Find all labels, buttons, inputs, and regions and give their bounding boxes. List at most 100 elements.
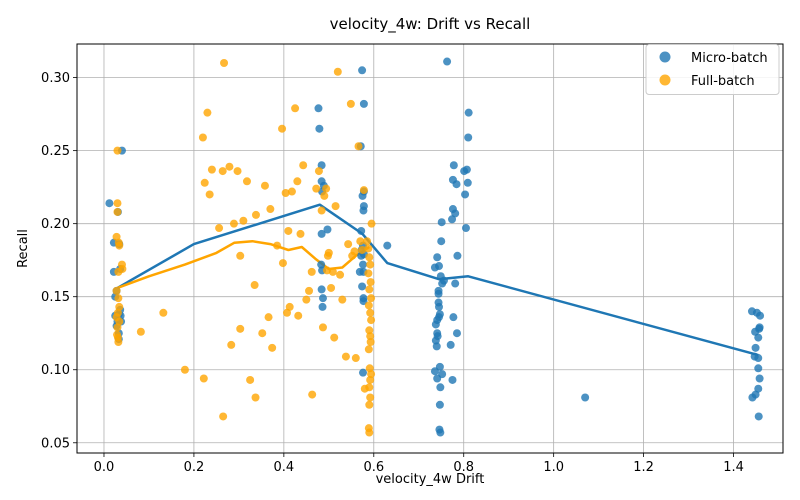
micro-batch-point — [430, 367, 439, 376]
micro-batch-trend-line — [116, 203, 759, 357]
full-batch-point — [236, 324, 245, 333]
x-tick-label: 0.6 — [363, 460, 384, 475]
micro-batch-point — [314, 104, 323, 113]
full-batch-point — [251, 393, 260, 402]
full-batch-point — [327, 283, 336, 292]
micro-batch-point — [436, 383, 445, 392]
full-batch-point — [198, 133, 207, 142]
full-batch-point — [366, 337, 375, 346]
full-batch-point — [251, 210, 260, 219]
micro-batch-point — [448, 215, 457, 224]
micro-batch-point — [434, 289, 443, 298]
full-batch-point — [330, 333, 339, 342]
legend-box — [645, 44, 780, 95]
micro-batch-point — [315, 124, 324, 133]
micro-batch-point — [359, 297, 368, 306]
micro-batch-point — [461, 190, 470, 199]
full-batch-point — [365, 428, 374, 437]
y-axis-ticks: 0.05 0.10 0.15 0.20 0.25 0.30 — [41, 71, 77, 451]
x-tick-label: 0.8 — [453, 460, 474, 475]
full-batch-point — [264, 313, 273, 322]
full-batch-point — [331, 202, 340, 211]
full-batch-point — [365, 285, 374, 294]
x-tick-label: 1.0 — [543, 460, 564, 475]
micro-batch-point — [451, 209, 460, 218]
full-batch-point — [273, 241, 282, 250]
full-batch-point — [220, 58, 229, 67]
micro-batch-point — [448, 375, 457, 384]
micro-batch-point — [451, 279, 460, 288]
full-batch-point — [366, 308, 375, 317]
micro-batch-point — [437, 218, 446, 227]
micro-batch-point — [318, 302, 327, 311]
full-batch-point — [199, 374, 208, 383]
x-tick-label: 0.2 — [184, 460, 205, 475]
full-batch-point — [333, 67, 342, 76]
micro-batch-point — [461, 224, 470, 233]
micro-batch-point — [359, 99, 368, 108]
micro-batch-point — [453, 251, 462, 260]
full-batch-point — [341, 352, 350, 361]
full-batch-point — [308, 390, 317, 399]
full-batch-point — [227, 340, 236, 349]
micro-batch-point — [754, 412, 763, 421]
legend-label-full-batch: Full-batch — [691, 74, 755, 89]
micro-batch-point — [383, 241, 392, 250]
full-batch-point — [366, 393, 375, 402]
y-axis-label: Recall — [16, 229, 31, 268]
full-batch-point — [324, 248, 333, 257]
full-batch-point — [314, 167, 323, 176]
full-batch-point — [365, 400, 374, 409]
full-batch-point — [287, 187, 296, 196]
full-batch-point — [258, 329, 267, 338]
full-batch-point — [278, 124, 287, 133]
full-batch-point — [367, 294, 376, 303]
y-tick-label: 0.25 — [41, 144, 70, 159]
full-batch-point — [218, 167, 227, 176]
y-tick-label: 0.05 — [41, 436, 70, 451]
micro-batch-point — [433, 374, 442, 383]
y-tick-label: 0.10 — [41, 363, 70, 378]
micro-batch-point — [464, 108, 473, 117]
full-batch-point — [351, 354, 360, 363]
micro-batch-point — [754, 364, 763, 373]
legend-marker-full-batch — [659, 74, 671, 86]
full-batch-point — [239, 216, 248, 225]
micro-batch-point — [581, 393, 590, 402]
full-batch-point — [114, 294, 123, 303]
full-batch-point — [113, 199, 122, 208]
y-tick-label: 0.30 — [41, 71, 70, 86]
micro-batch-point — [755, 374, 764, 383]
micro-batch-point — [430, 263, 439, 272]
full-batch-point — [358, 245, 367, 254]
micro-batch-point — [105, 199, 114, 208]
full-batch-point — [225, 162, 234, 171]
micro-batch-point — [438, 279, 447, 288]
micro-batch-point — [754, 333, 763, 342]
micro-batch-point — [358, 368, 367, 377]
full-batch-point — [320, 191, 329, 200]
full-batch-point — [113, 323, 122, 332]
micro-batch-point — [443, 57, 452, 66]
micro-batch-point — [452, 180, 461, 189]
full-batch-point — [229, 219, 238, 228]
data-points — [105, 57, 765, 437]
full-batch-point — [318, 323, 327, 332]
full-batch-point — [236, 251, 245, 260]
micro-batch-point — [754, 354, 763, 363]
full-batch-point — [115, 241, 124, 250]
x-axis-ticks: 0.0 0.2 0.4 0.6 0.8 1.0 1.2 1.4 — [94, 453, 744, 475]
micro-batch-point — [436, 428, 445, 437]
micro-batch-point — [358, 66, 367, 75]
full-batch-point — [159, 308, 168, 317]
x-tick-label: 0.0 — [94, 460, 115, 475]
legend-marker-micro-batch — [659, 51, 671, 63]
full-batch-point — [285, 302, 294, 311]
full-batch-point — [364, 244, 373, 253]
full-batch-point — [291, 104, 300, 113]
full-batch-point — [367, 316, 376, 325]
micro-batch-point — [323, 225, 332, 234]
full-batch-point — [114, 267, 123, 276]
micro-batch-point — [748, 393, 757, 402]
